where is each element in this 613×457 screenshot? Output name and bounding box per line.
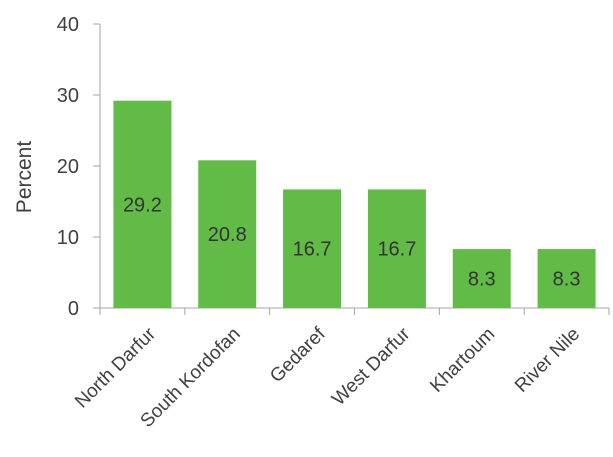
y-tick-label: 10 [57,227,79,249]
y-tick-label: 0 [68,298,79,320]
bar [537,249,596,308]
bar [283,189,342,308]
bar-value-label: 29.2 [123,194,162,216]
category-label: Khartoum [426,324,499,397]
category-label: West Darfur [328,323,415,410]
category-label: Gedaref [266,323,330,387]
bar [113,100,172,309]
bars: 29.2 20.8 16.7 16.7 8.3 8.3 [113,100,596,309]
y-tick-label: 20 [57,156,79,178]
bar-value-label: 8.3 [468,269,496,291]
bar [452,249,511,308]
y-tick-label: 40 [57,14,79,36]
bar-value-label: 8.3 [553,269,581,291]
bar-value-label: 16.7 [377,239,416,261]
bar-value-label: 20.8 [208,224,247,246]
category-label: River Nile [511,324,584,397]
bar-value-label: 16.7 [293,239,332,261]
bar [198,160,257,308]
y-axis: 0 10 20 30 40 [57,14,101,320]
category-label: North Darfur [71,323,160,412]
bar [367,189,426,308]
y-tick-label: 30 [57,85,79,107]
y-axis-title: Percent [13,141,36,214]
